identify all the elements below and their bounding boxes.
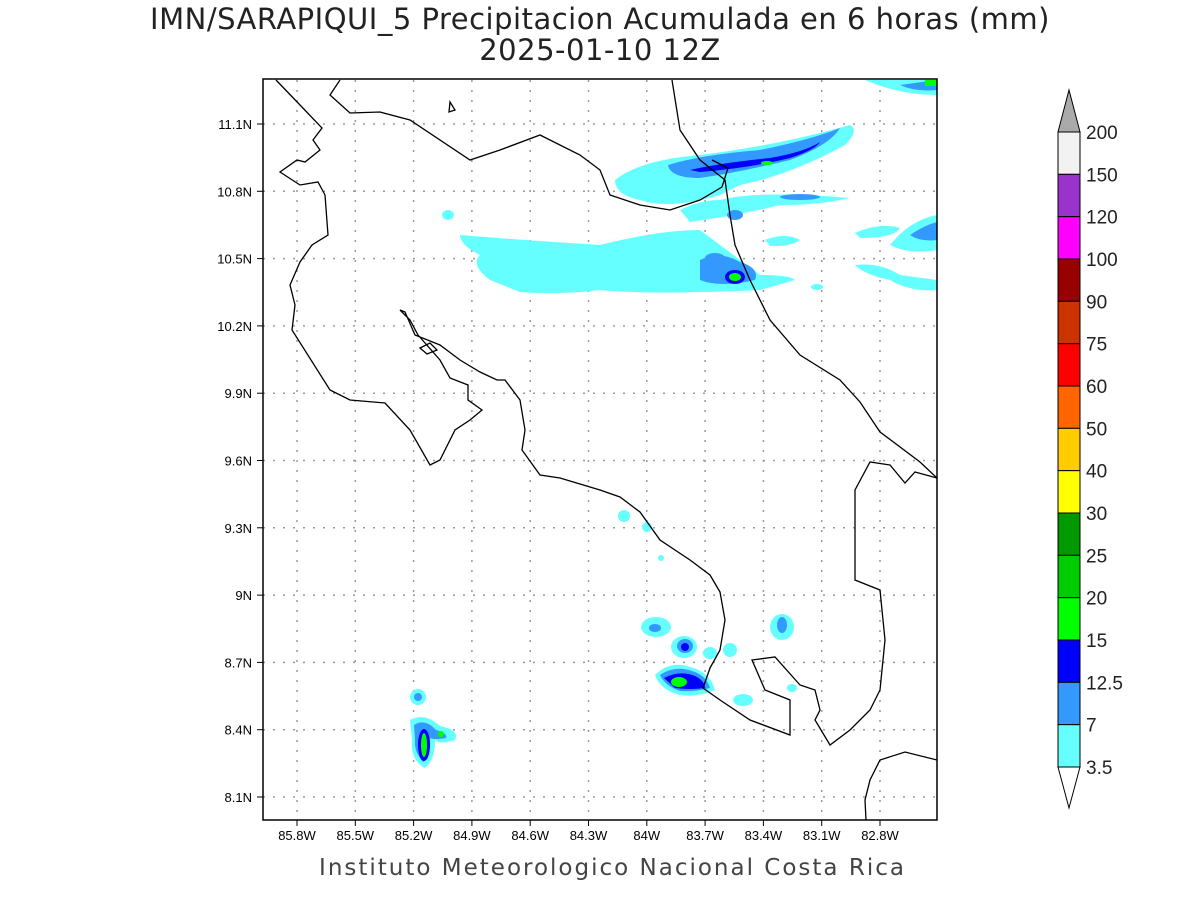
lon-label: 84.6W — [511, 828, 549, 843]
lat-label: 10.2N — [217, 319, 252, 334]
lon-label: 85.2W — [395, 828, 433, 843]
colorbar-swatch — [1057, 597, 1081, 641]
lat-label: 9.9N — [225, 386, 252, 401]
colorbar-swatch — [1057, 681, 1081, 726]
gridlines — [263, 80, 937, 820]
lat-label: 9.6N — [225, 454, 252, 469]
lat-label: 10.5N — [217, 252, 252, 267]
colorbar-swatch — [1057, 427, 1081, 472]
lat-label: 9N — [235, 588, 252, 603]
lon-label: 84W — [633, 828, 660, 843]
colorbar-swatch — [1057, 470, 1081, 514]
colorbar-swatch — [1057, 512, 1081, 556]
colorbar-label: 100 — [1086, 250, 1118, 271]
lat-label: 8.1N — [225, 790, 252, 805]
colorbar-label: 12.5 — [1086, 673, 1123, 694]
lon-label: 83.4W — [745, 828, 783, 843]
lon-label: 82.8W — [861, 828, 899, 843]
colorbar-label: 50 — [1086, 419, 1107, 440]
colorbar-label: 60 — [1086, 377, 1107, 398]
colorbar-label: 3.5 — [1086, 758, 1112, 779]
colorbar-label: 20 — [1086, 589, 1107, 610]
precipitation-field — [410, 80, 937, 768]
colorbar-swatch — [1057, 724, 1081, 768]
colorbar-label: 7 — [1086, 716, 1097, 737]
colorbar-swatch — [1057, 131, 1081, 175]
lon-label: 83.1W — [803, 828, 841, 843]
colorbar-label: 25 — [1086, 546, 1107, 567]
colorbar-label: 90 — [1086, 292, 1107, 313]
map-title: IMN/SARAPIQUI_5 Precipitacion Acumulada … — [150, 2, 1050, 36]
colorbar-swatch — [1057, 343, 1081, 387]
colorbar-over-triangle — [1057, 88, 1081, 133]
latitude-labels: 11.1N 10.8N 10.5N 10.2N 9.9N 9.6N 9.3N 9N 8.7N 8.… — [217, 117, 263, 805]
lon-label: 84.9W — [453, 828, 491, 843]
lat-label: 8.4N — [225, 723, 252, 738]
colorbar-label: 75 — [1086, 335, 1107, 356]
colorbar-swatch — [1057, 554, 1081, 599]
lat-label: 8.7N — [225, 655, 252, 670]
lon-label: 83.7W — [686, 828, 724, 843]
colorbar-swatch — [1057, 173, 1081, 218]
colorbar-label: 120 — [1086, 208, 1118, 229]
footer-credit: Instituto Meteorologico Nacional Costa R… — [319, 855, 906, 881]
colorbar-swatch — [1057, 385, 1081, 429]
lat-label: 9.3N — [225, 521, 252, 536]
map-frame — [262, 78, 938, 821]
colorbar-label: 40 — [1086, 462, 1107, 483]
colorbar-swatch — [1057, 258, 1081, 302]
colorbar-swatch — [1057, 216, 1081, 260]
colorbar-swatch — [1057, 300, 1081, 345]
lon-label: 84.3W — [570, 828, 608, 843]
colorbar-under-triangle — [1057, 766, 1081, 810]
lat-label: 10.8N — [217, 184, 252, 199]
colorbar-label: 15 — [1086, 631, 1107, 652]
lon-label: 85.5W — [337, 828, 375, 843]
lat-label: 11.1N — [218, 117, 252, 132]
coastlines-borders — [275, 79, 937, 820]
colorbar-label: 150 — [1086, 165, 1118, 186]
lon-label: 85.8W — [278, 828, 316, 843]
colorbar: 200 150 120 100 90 75 60 50 40 30 25 20 15 12.5 7 3.5 — [1057, 88, 1123, 810]
colorbar-swatch — [1057, 639, 1081, 683]
colorbar-label: 200 — [1086, 123, 1118, 144]
colorbar-label: 30 — [1086, 504, 1107, 525]
longitude-labels: 85.8W 85.5W 85.2W 84.9W 84.6W 84.3W 84W 83.7W 83… — [278, 820, 900, 843]
map-date: 2025-01-10 12Z — [479, 33, 721, 67]
